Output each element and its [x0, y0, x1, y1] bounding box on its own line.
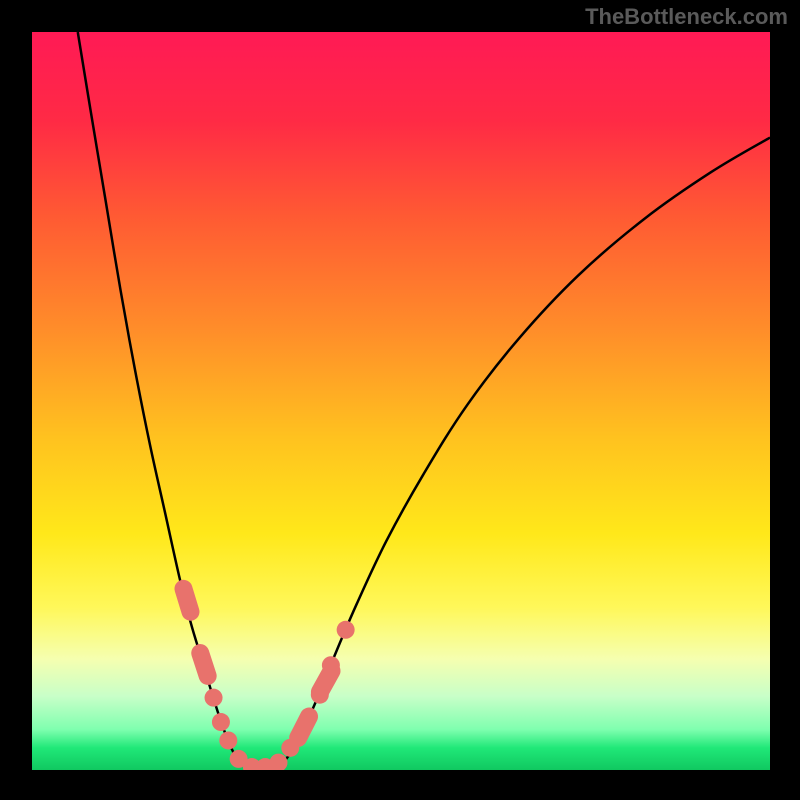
chart-plot-area	[32, 32, 770, 770]
marker-dot	[281, 739, 299, 757]
marker-dot	[205, 689, 223, 707]
marker-pill	[172, 578, 201, 623]
chart-curves-layer	[32, 32, 770, 770]
marker-dot	[322, 656, 340, 674]
marker-dot	[269, 754, 287, 770]
marker-pill	[189, 642, 219, 688]
marker-dot	[212, 713, 230, 731]
marker-dot	[311, 686, 329, 704]
marker-dot	[337, 621, 355, 639]
marker-dot	[219, 731, 237, 749]
curve-left	[78, 32, 246, 768]
curve-right	[276, 138, 770, 768]
watermark-text: TheBottleneck.com	[585, 4, 788, 30]
